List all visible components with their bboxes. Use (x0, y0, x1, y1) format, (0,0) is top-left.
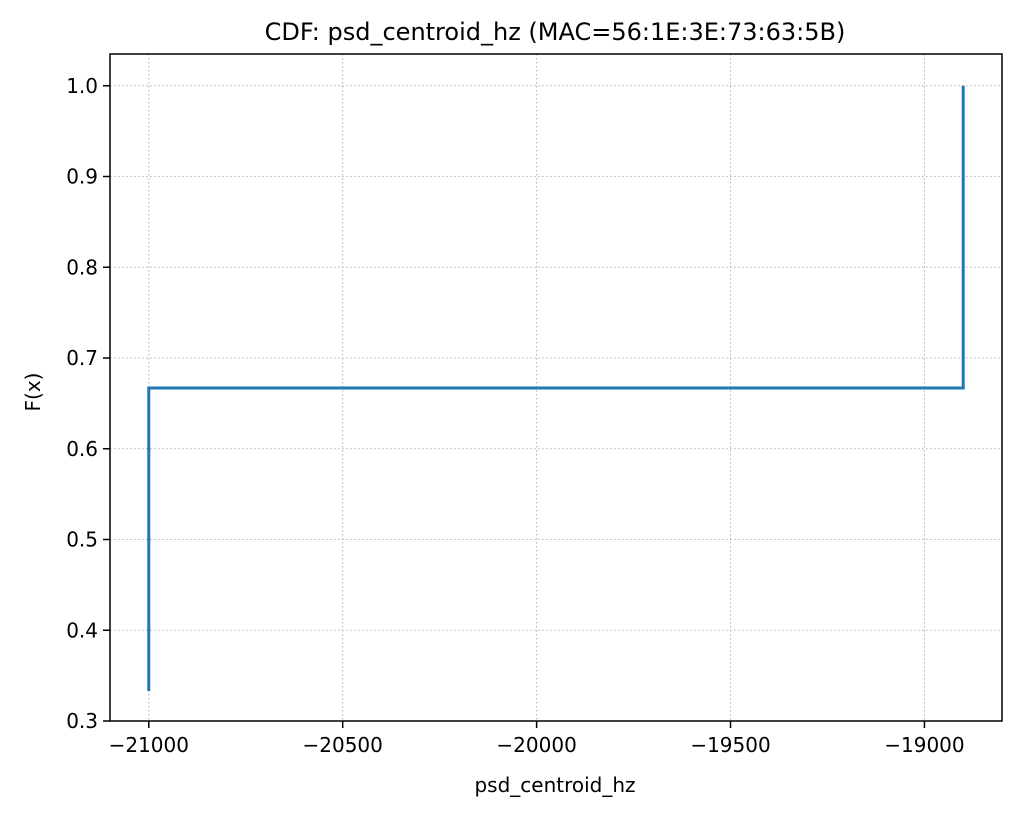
y-tick-label: 0.9 (66, 165, 98, 189)
x-axis-label: psd_centroid_hz (474, 773, 635, 797)
y-tick-label: 0.4 (66, 618, 98, 642)
y-tick-label: 0.7 (66, 346, 98, 370)
plot-frame (109, 53, 1003, 722)
chart-title: CDF: psd_centroid_hz (MAC=56:1E:3E:73:63… (265, 18, 846, 46)
x-tick-label: −20000 (496, 733, 576, 757)
x-axis-ticks: −21000 −20500 −20000 −19500 −19000 (109, 721, 965, 757)
x-tick-label: −19000 (884, 733, 964, 757)
y-axis-label: F(x) (21, 373, 45, 412)
y-tick-label: 1.0 (66, 74, 98, 98)
y-axis-ticks: 0.3 0.4 0.5 0.6 0.7 0.8 0.9 1.0 (66, 74, 110, 733)
x-tick-label: −19500 (690, 733, 770, 757)
y-tick-label: 0.6 (66, 437, 98, 461)
x-tick-label: −21000 (109, 733, 189, 757)
x-tick-label: −20500 (303, 733, 383, 757)
y-tick-label: 0.3 (66, 709, 98, 733)
y-tick-label: 0.5 (66, 528, 98, 552)
cdf-series-line (147, 85, 965, 692)
y-tick-label: 0.8 (66, 255, 98, 279)
series-layer (147, 85, 965, 692)
